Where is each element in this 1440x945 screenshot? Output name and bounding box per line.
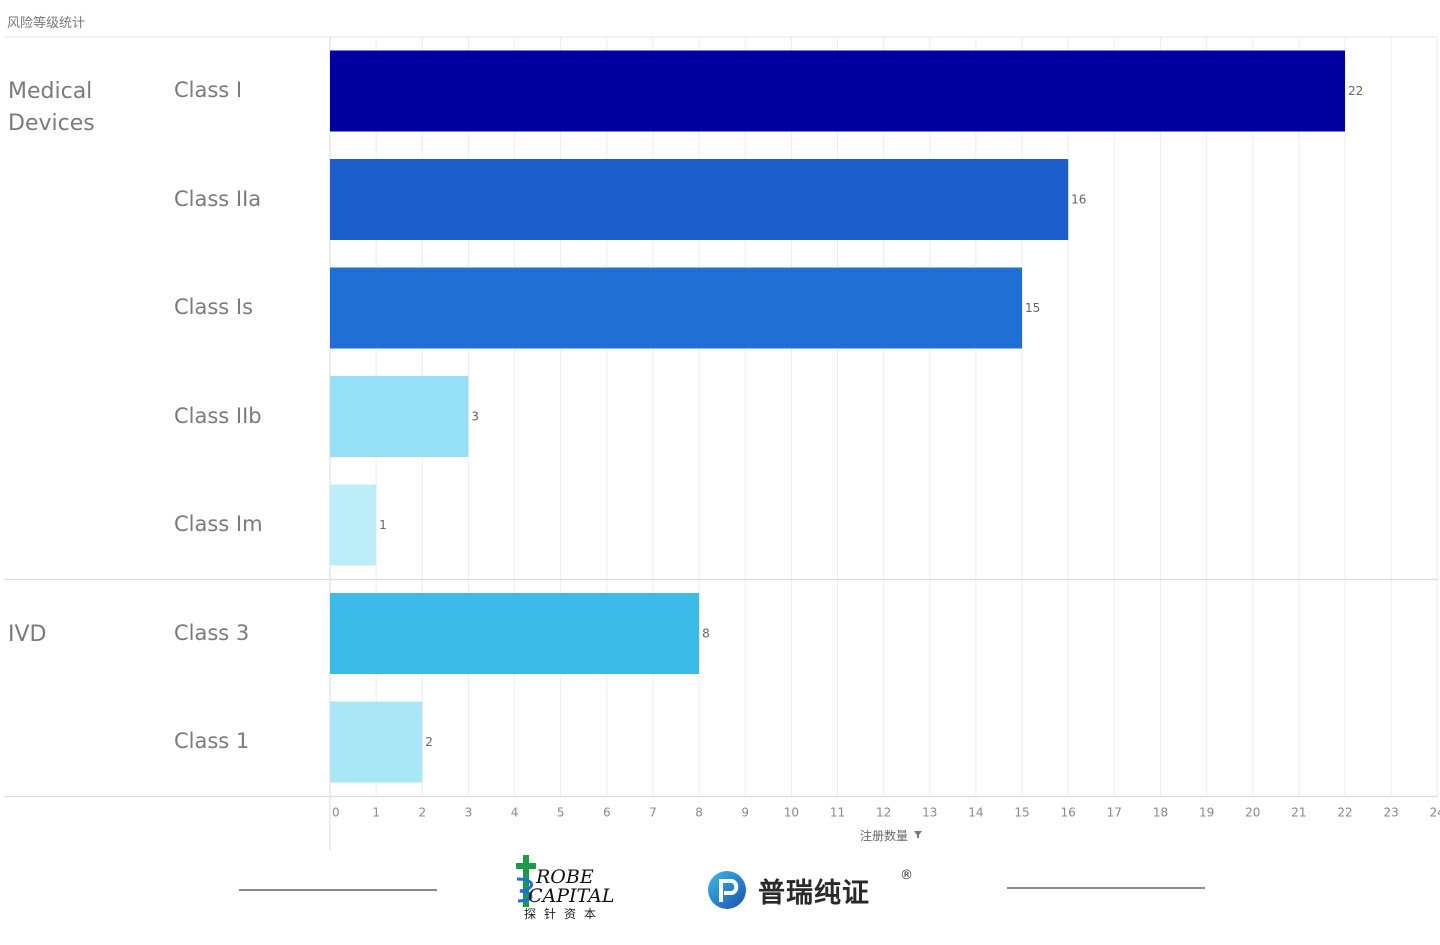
group-label: IVD <box>8 619 158 651</box>
bar-value-label: 3 <box>471 410 479 424</box>
x-tick-label: 0 <box>332 806 340 820</box>
x-tick-label: 2 <box>418 806 426 820</box>
bar[interactable] <box>330 159 1069 240</box>
x-tick-label: 24 <box>1430 806 1440 820</box>
x-tick-label: 7 <box>649 806 657 820</box>
category-label: Class IIa <box>174 186 262 211</box>
bar-value-label: 8 <box>702 627 710 641</box>
bar[interactable] <box>330 376 469 457</box>
category-label: Class Im <box>174 512 263 536</box>
probe-logo-cn: 探针资本 <box>524 907 605 921</box>
probe-logo-line2: CAPITAL <box>528 885 615 907</box>
x-tick-label: 23 <box>1383 806 1398 820</box>
x-tick-label: 14 <box>968 806 983 820</box>
bars: 22 16 15 3 1 8 2 <box>330 50 1363 783</box>
x-tick-label: 16 <box>1061 806 1076 820</box>
group-label-line: Devices <box>8 111 95 136</box>
x-tick-label: 21 <box>1291 806 1306 820</box>
footer-rule-right <box>1007 887 1205 889</box>
group-label: Medical Devices <box>8 76 158 140</box>
x-tick-label: 4 <box>511 806 519 820</box>
footer-rule-left <box>239 889 437 891</box>
category-label: Class 3 <box>174 620 250 645</box>
bar-value-label: 22 <box>1348 84 1363 98</box>
x-tick-label: 17 <box>1107 806 1122 820</box>
purui-p-icon <box>708 871 746 909</box>
bar-value-label: 15 <box>1025 301 1040 315</box>
x-tick-label: 6 <box>603 806 611 820</box>
bar[interactable] <box>330 484 377 566</box>
x-tick-label: 11 <box>830 806 845 820</box>
x-tick-label: 9 <box>741 806 749 820</box>
x-tick-label: 18 <box>1153 806 1168 820</box>
x-tick-label: 8 <box>695 806 703 820</box>
x-tick-label: 22 <box>1337 806 1352 820</box>
chart-title: 风险等级统计 <box>7 16 86 31</box>
x-tick-label: 15 <box>1014 806 1029 820</box>
x-axis-title: 注册数量 <box>860 828 908 843</box>
x-tick-label: 5 <box>557 806 565 820</box>
registered-mark: ® <box>900 868 913 883</box>
x-tick-label: 13 <box>922 806 937 820</box>
x-tick-label: 1 <box>372 806 380 820</box>
bar[interactable] <box>330 593 700 674</box>
bar-value-label: 1 <box>379 518 387 532</box>
purui-logo-text: 普瑞纯证 <box>758 878 870 909</box>
bar-value-label: 2 <box>425 735 433 749</box>
probe-cross-icon <box>516 855 536 907</box>
probe-logo-line1: ROBE <box>536 866 594 888</box>
x-tick-label: 3 <box>465 806 473 820</box>
category-label: Class Is <box>174 295 254 319</box>
group-label-line: Medical <box>8 79 93 104</box>
category-label: Class I <box>174 78 243 102</box>
bar-value-label: 16 <box>1071 193 1086 207</box>
bar[interactable] <box>330 267 1023 349</box>
probe-capital-logo: ROBE CAPITAL 探针资本 <box>510 853 630 923</box>
group-label-line: IVD <box>8 621 47 647</box>
category-label: Class 1 <box>174 729 250 753</box>
bar[interactable] <box>330 701 423 783</box>
x-axis-ticks: 0123456789101112131415161718192021222324 <box>332 806 1440 820</box>
x-tick-label: 19 <box>1199 806 1214 820</box>
x-tick-label: 10 <box>784 806 799 820</box>
bar[interactable] <box>330 50 1345 132</box>
x-tick-label: 20 <box>1245 806 1260 820</box>
category-label: Class IIb <box>174 403 262 428</box>
filter-icon[interactable] <box>914 831 922 838</box>
x-tick-label: 12 <box>876 806 891 820</box>
purui-logo: 普瑞纯证 ® <box>706 868 926 912</box>
